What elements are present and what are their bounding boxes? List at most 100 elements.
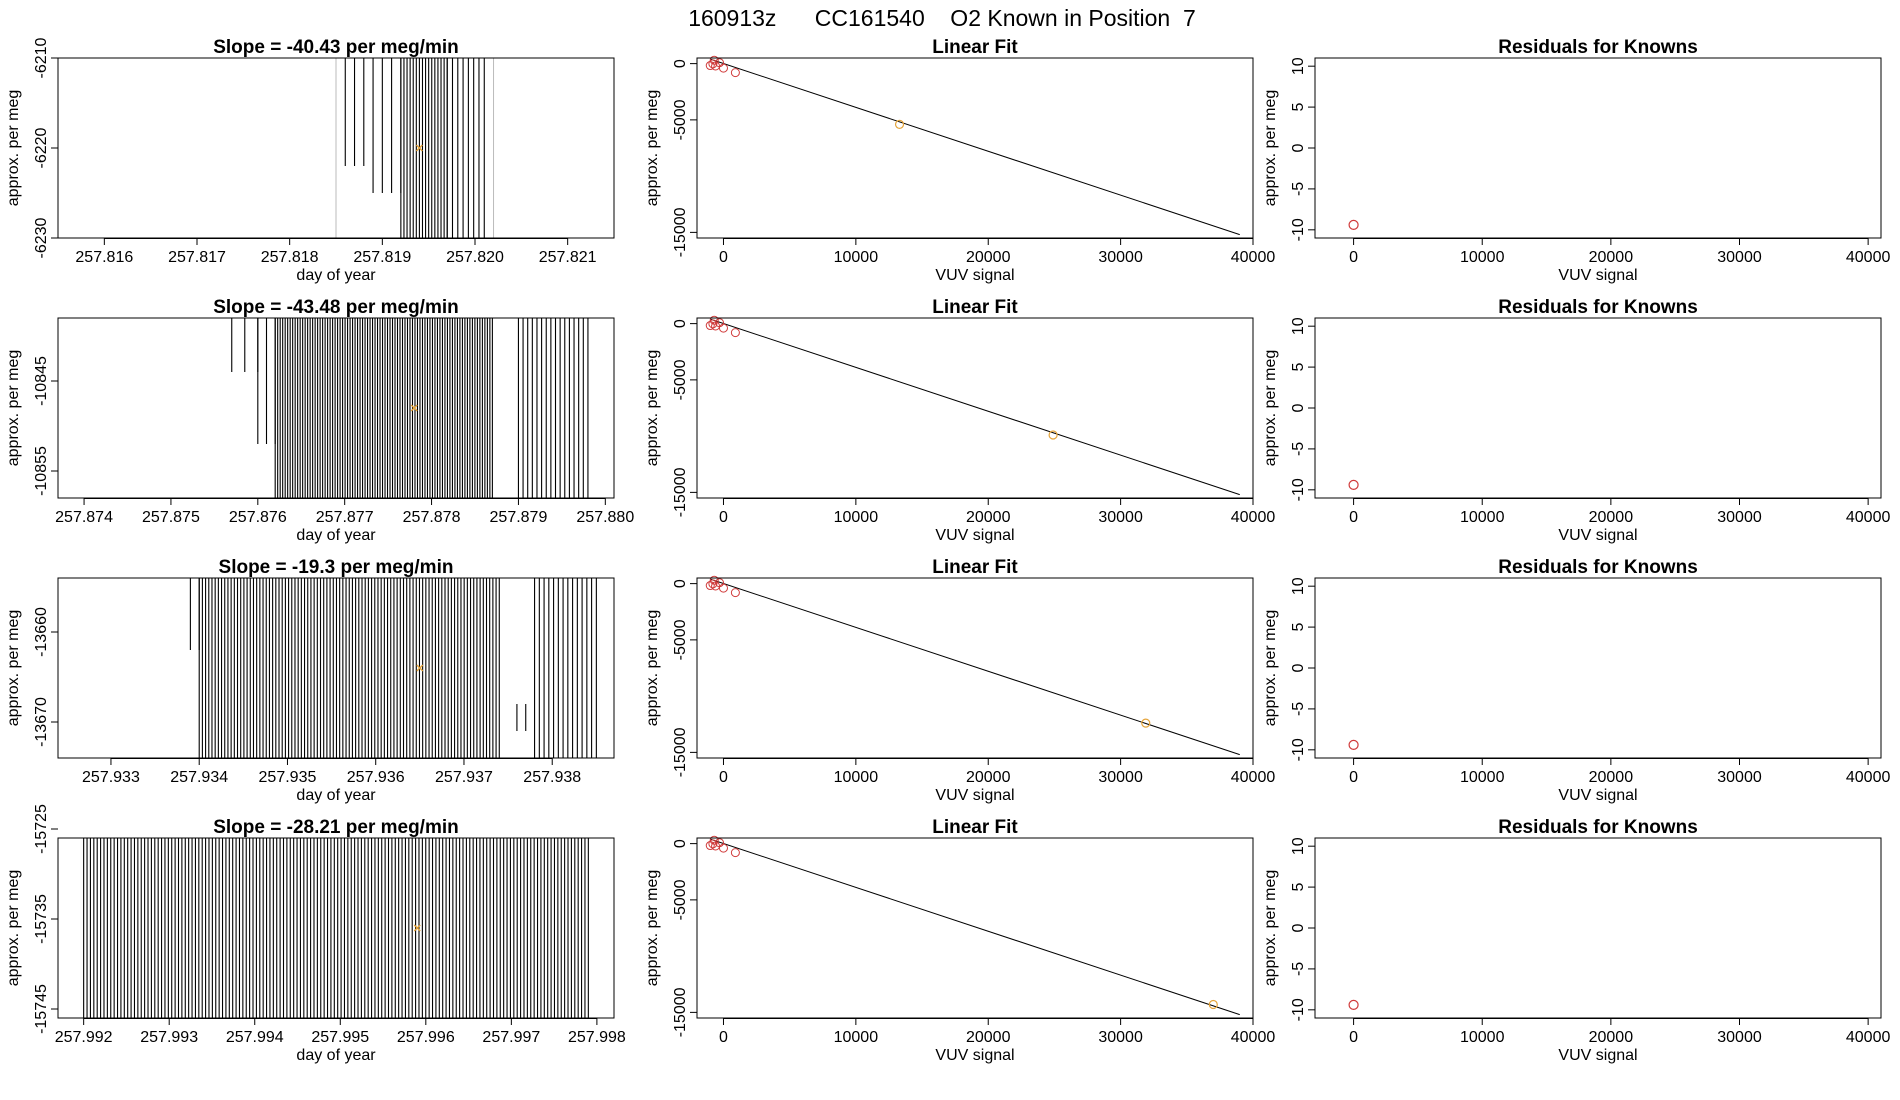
known-point: [705, 581, 715, 591]
y-tick-label: -10: [1290, 998, 1307, 1021]
x-tick-label: 0: [719, 509, 728, 526]
x-tick-label: 20000: [966, 249, 1011, 266]
sample-point: [1208, 999, 1218, 1010]
x-tick-label: 257.935: [259, 769, 317, 786]
panel-title: Linear Fit: [932, 37, 1018, 58]
x-axis-label: day of year: [296, 1047, 376, 1064]
known-point: [705, 841, 715, 851]
y-tick-label: -5000: [672, 619, 689, 660]
panel-p21: 0 10000 20000 30000 40000 -15000 -5000 0 Linear …: [644, 557, 1275, 804]
x-tick-label: 257.936: [347, 769, 405, 786]
y-axis-label: approx. per meg: [1262, 90, 1279, 207]
y-tick-label: 5: [1290, 103, 1307, 112]
x-tick-label: 0: [719, 1029, 728, 1046]
y-tick-label: 0: [672, 319, 689, 328]
panel-p22: 0 10000 20000 30000 40000 -10 -5 0 5 10 Residuals …: [1262, 557, 1890, 804]
x-tick-label: 0: [719, 249, 728, 266]
known-point: [708, 839, 718, 849]
panel-title: Linear Fit: [932, 557, 1018, 578]
residual-point: [1348, 739, 1359, 751]
x-tick-label: 10000: [834, 509, 879, 526]
x-tick-label: 257.992: [55, 1029, 113, 1046]
known-point: [708, 579, 718, 589]
fit-line: [710, 578, 1240, 756]
y-tick-label: 0: [1290, 143, 1307, 152]
panel-p11: 0 10000 20000 30000 40000 -15000 -5000 0 Linear …: [644, 297, 1275, 544]
x-tick-label: 257.876: [229, 509, 287, 526]
x-tick-label: 10000: [1460, 509, 1505, 526]
x-tick-label: 20000: [966, 509, 1011, 526]
known-point: [708, 59, 718, 69]
panel-title: Linear Fit: [932, 817, 1018, 838]
y-tick-label: -5000: [672, 879, 689, 920]
y-tick-label: -10: [1290, 478, 1307, 501]
panels-grid: 257.816 257.817 257.818 257.819 257.820 257.8…: [5, 37, 1890, 1064]
y-tick-label: 5: [1290, 363, 1307, 372]
panel-title: Residuals for Knowns: [1498, 297, 1698, 318]
x-tick-label: 20000: [1589, 509, 1634, 526]
y-tick-label: -10845: [33, 356, 50, 406]
y-tick-label: -6210: [33, 37, 50, 78]
y-tick-label: -10: [1290, 738, 1307, 761]
x-axis-label: VUV signal: [935, 787, 1014, 804]
y-tick-label: 0: [672, 839, 689, 848]
y-tick-label: -15000: [672, 467, 689, 517]
y-axis-label: approx. per meg: [1262, 870, 1279, 987]
y-tick-label: -6230: [33, 217, 50, 258]
y-axis-label: approx. per meg: [1262, 610, 1279, 727]
known-point: [730, 68, 740, 78]
panel-p02: 0 10000 20000 30000 40000 -10 -5 0 5 10 Residuals …: [1262, 37, 1890, 284]
panel-p30: 257.992 257.993 257.994 257.995 257.996 257.9…: [5, 804, 626, 1064]
mean-marker: [413, 924, 421, 932]
x-tick-label: 30000: [1098, 509, 1143, 526]
x-axis-label: VUV signal: [1558, 1047, 1637, 1064]
x-tick-label: 30000: [1717, 509, 1762, 526]
x-tick-label: 40000: [1231, 769, 1276, 786]
x-tick-label: 10000: [834, 1029, 879, 1046]
mean-marker: [410, 404, 418, 412]
x-axis-label: VUV signal: [1558, 267, 1637, 284]
plot-frame: [1314, 577, 1882, 759]
panel-p10: 257.874 257.875 257.876 257.877 257.878 257.8…: [5, 297, 634, 544]
panel-p12: 0 10000 20000 30000 40000 -10 -5 0 5 10 Residuals …: [1262, 297, 1890, 544]
y-tick-label: 0: [1290, 923, 1307, 932]
x-axis-label: day of year: [296, 787, 376, 804]
fit-line: [710, 58, 1240, 236]
y-tick-label: -5000: [672, 99, 689, 140]
figure-title: 160913z CC161540 O2 Known in Position 7: [688, 5, 1196, 31]
y-axis-label: approx. per meg: [1262, 350, 1279, 467]
panel-p31: 0 10000 20000 30000 40000 -15000 -5000 0 Linear …: [644, 817, 1275, 1064]
x-tick-label: 30000: [1098, 769, 1143, 786]
y-tick-label: -10855: [33, 446, 50, 496]
x-tick-label: 257.817: [168, 249, 226, 266]
known-point: [718, 323, 728, 333]
x-tick-label: 40000: [1231, 249, 1276, 266]
panel-title: Slope = -28.21 per meg/min: [213, 817, 459, 838]
x-tick-label: 10000: [1460, 249, 1505, 266]
y-tick-label: -5: [1290, 182, 1307, 196]
residual-point: [1348, 999, 1359, 1011]
x-tick-label: 0: [1349, 249, 1358, 266]
x-axis-label: day of year: [296, 527, 376, 544]
known-point: [730, 328, 740, 338]
x-tick-label: 257.880: [576, 509, 634, 526]
x-tick-label: 257.993: [140, 1029, 198, 1046]
known-point: [718, 583, 728, 593]
x-tick-label: 257.879: [490, 509, 548, 526]
x-tick-label: 40000: [1846, 769, 1891, 786]
y-tick-label: -5: [1290, 442, 1307, 456]
known-point: [718, 63, 728, 73]
x-tick-label: 0: [1349, 1029, 1358, 1046]
x-tick-label: 40000: [1231, 509, 1276, 526]
x-tick-label: 257.821: [539, 249, 597, 266]
y-tick-label: 5: [1290, 623, 1307, 632]
x-tick-label: 40000: [1846, 249, 1891, 266]
mean-marker: [416, 664, 424, 672]
x-axis-label: VUV signal: [935, 527, 1014, 544]
y-axis-label: approx. per meg: [5, 610, 22, 727]
x-tick-label: 257.996: [397, 1029, 455, 1046]
known-point: [730, 588, 740, 598]
y-tick-label: -5000: [672, 359, 689, 400]
x-tick-label: 40000: [1846, 1029, 1891, 1046]
y-tick-label: -6220: [33, 127, 50, 168]
